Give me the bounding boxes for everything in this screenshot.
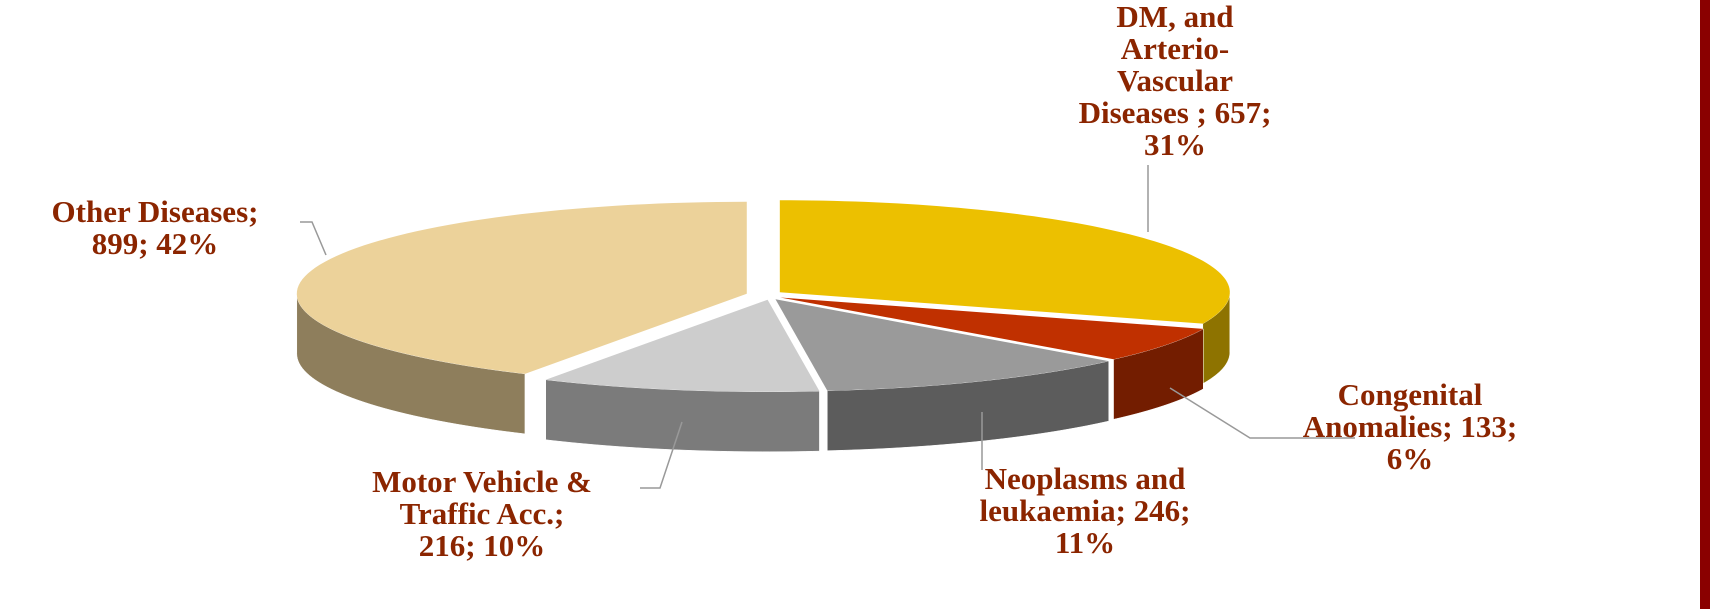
data-label: Neoplasms and [985,461,1186,496]
slice-top [779,200,1230,324]
right-edge [1700,0,1710,609]
data-label: Arterio- [1121,31,1229,66]
slice-top [296,201,747,374]
data-label: Other Diseases; [52,194,259,229]
data-label: Congenital [1338,377,1483,412]
data-label: 31% [1144,127,1206,162]
data-label: leukaemia; 246; [980,493,1191,528]
data-label: Diseases ; 657; [1079,95,1272,130]
data-label: Traffic Acc.; [400,496,565,531]
data-label: DM, and [1116,0,1233,34]
data-label: Anomalies; 133; [1303,409,1517,444]
data-label: 216; 10% [419,528,546,563]
slice-top [780,297,1204,360]
leader-line [640,421,683,489]
data-label: 6% [1387,441,1434,476]
data-label: 11% [1055,525,1115,560]
data-label: Motor Vehicle & [372,464,592,499]
slice-top [545,299,820,392]
slice-top [775,299,1109,391]
leader-line [1169,387,1355,439]
data-label: 899; 42% [92,226,219,261]
pie-sides [296,292,1231,452]
leader-line [300,221,327,256]
pie-tops [296,200,1230,392]
data-label: Vascular [1117,63,1233,98]
